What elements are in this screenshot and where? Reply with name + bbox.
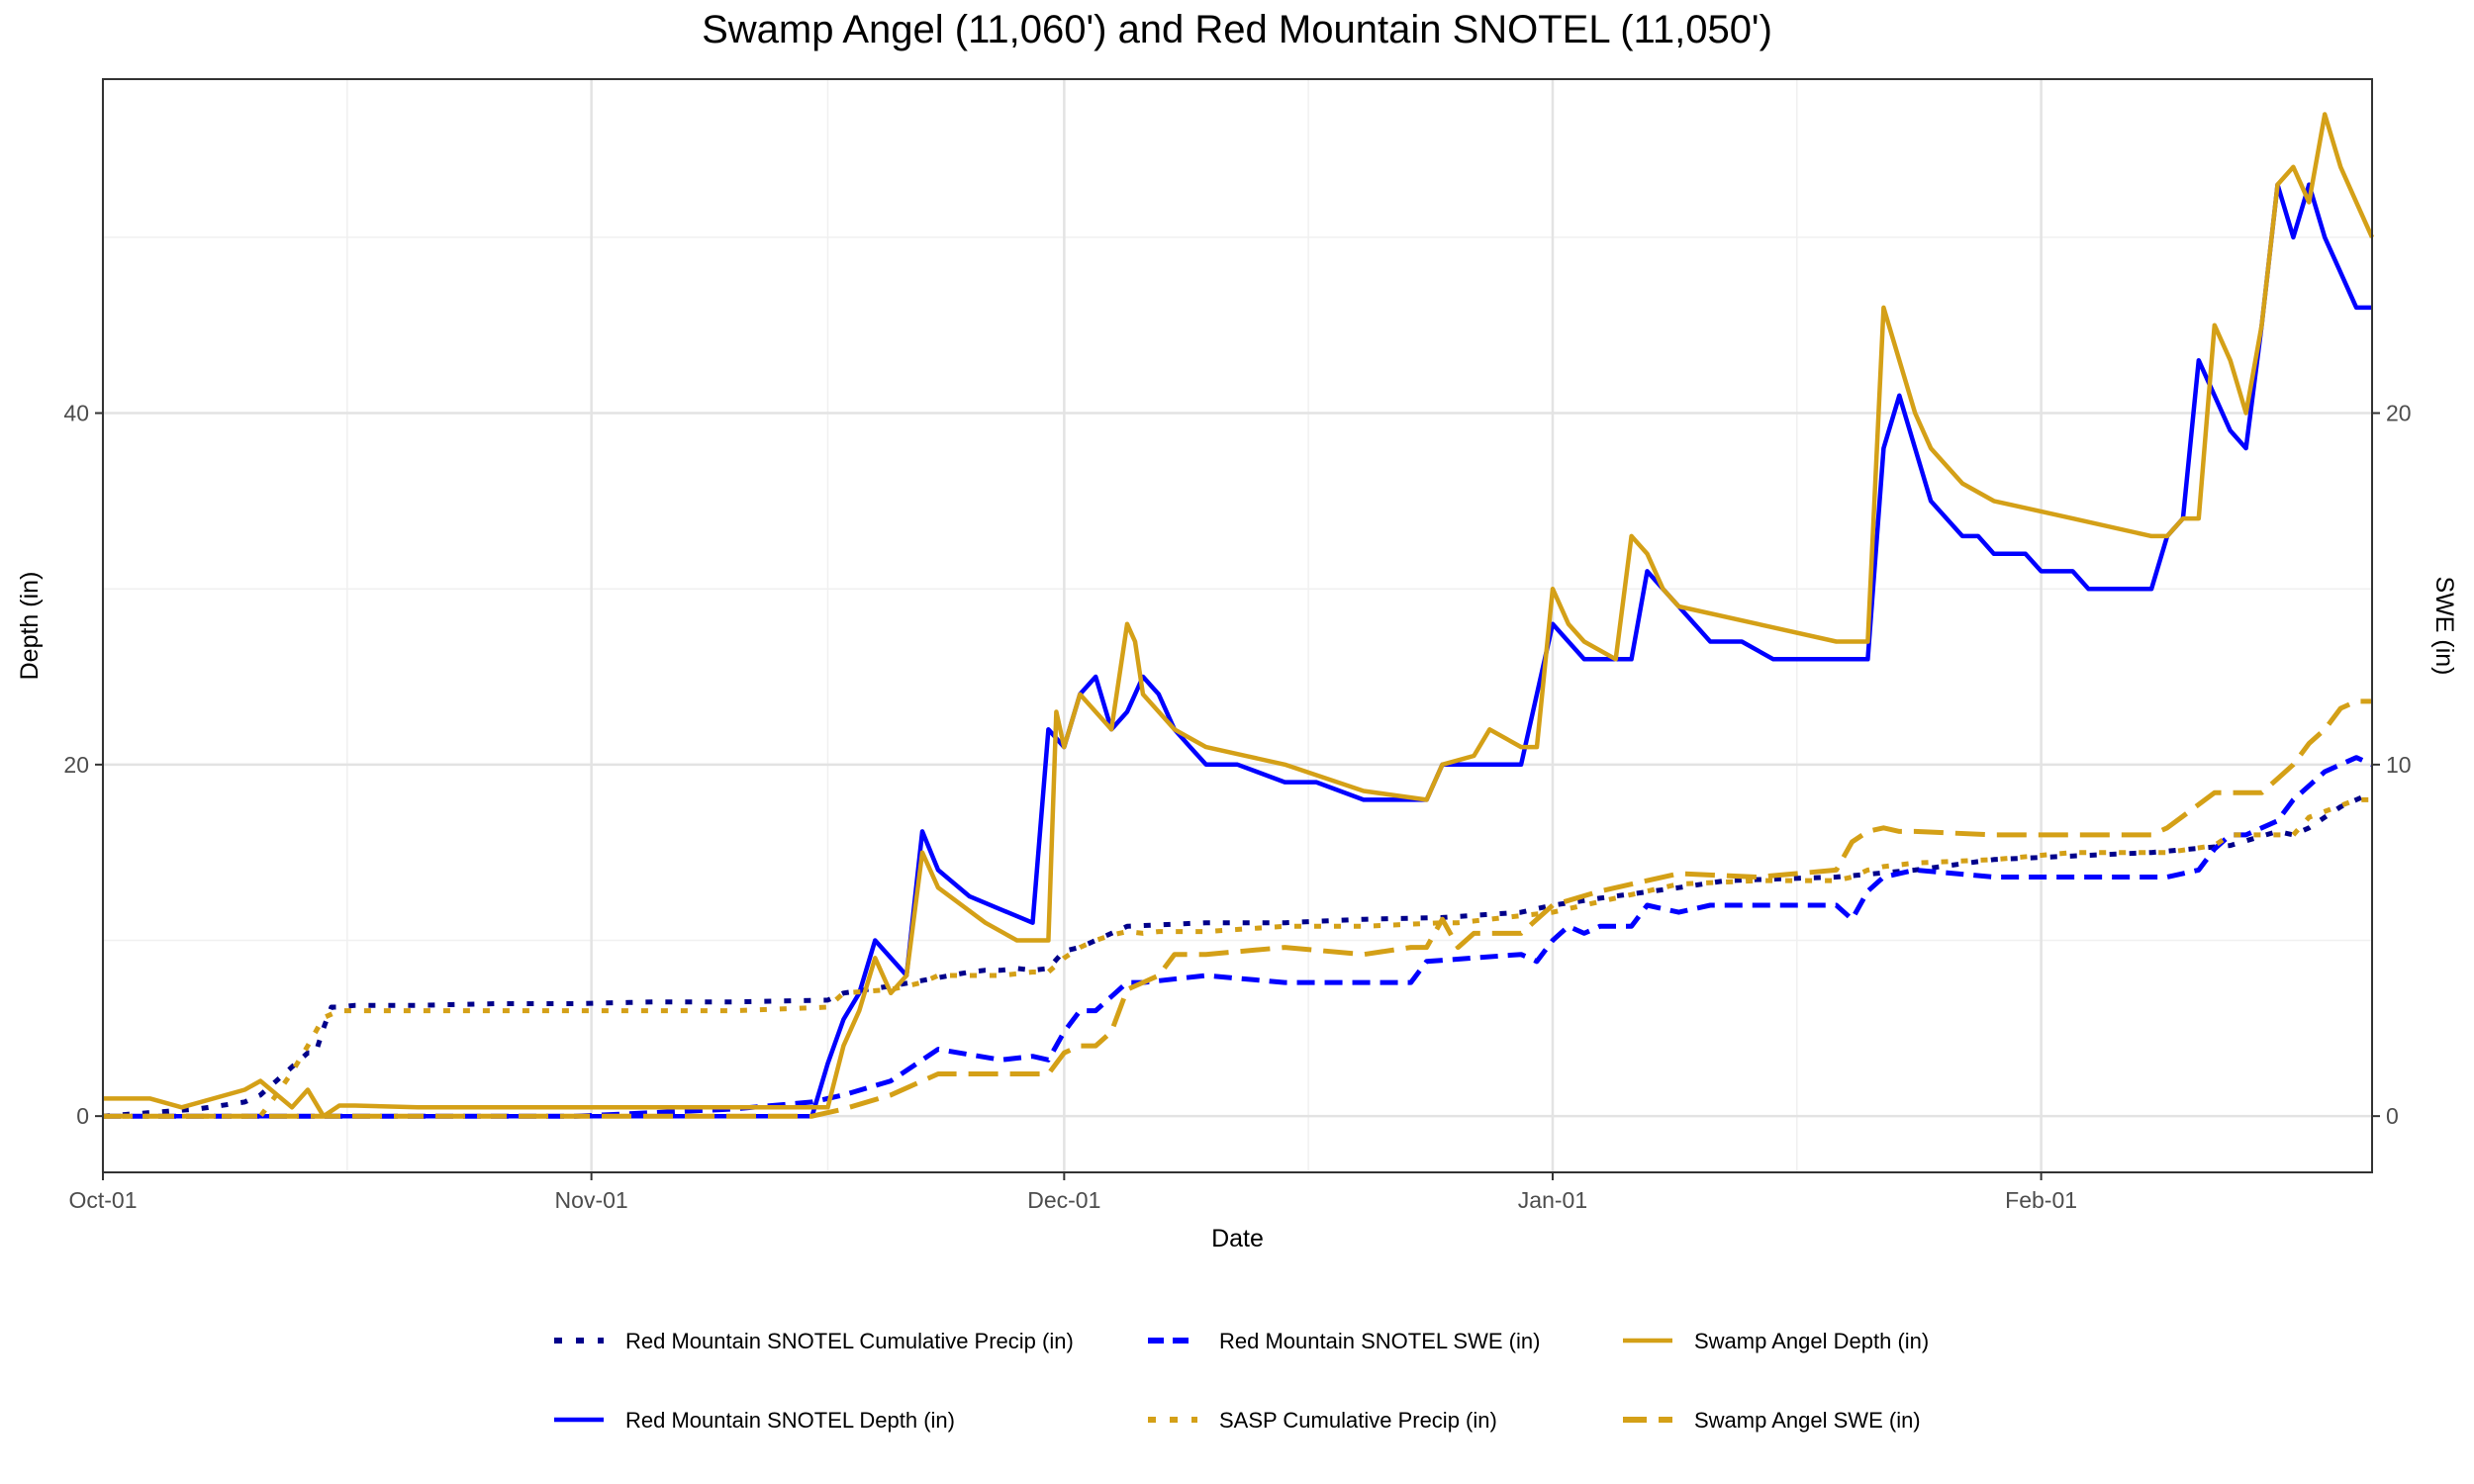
x-tick-label: Dec-01 [1027,1187,1100,1213]
series-line-3 [103,796,2372,1119]
series-line-4 [103,112,2375,1119]
legend-label-2: Red Mountain SNOTEL SWE (in) [1219,1329,1540,1353]
x-tick-label: Oct-01 [68,1187,137,1213]
y-left-tick-label: 40 [63,401,89,426]
y-left-tick-label: 0 [76,1103,89,1129]
y-left-tick-label: 20 [63,752,89,778]
y-axis-title-right: SWE (in) [2430,577,2458,676]
legend-label-1: Red Mountain SNOTEL Depth (in) [625,1408,955,1433]
legend-label-4: Swamp Angel Depth (in) [1694,1329,1929,1353]
series-line-0 [102,790,2374,1119]
series-layer [102,112,2375,1119]
chart-title: Swamp Angel (11,060') and Red Mountain S… [702,8,1772,51]
y-right-tick-label: 0 [2386,1103,2399,1129]
legend: Red Mountain SNOTEL Cumulative Precip (i… [554,1329,1929,1433]
legend-label-3: SASP Cumulative Precip (in) [1219,1408,1497,1433]
legend-label-0: Red Mountain SNOTEL Cumulative Precip (i… [625,1329,1074,1353]
plot-frame [102,78,2373,1173]
legend-label-5: Swamp Angel SWE (in) [1694,1408,1921,1433]
x-tick-label: Jan-01 [1518,1187,1587,1213]
x-tick-label: Feb-01 [2005,1187,2077,1213]
tick-layer: Oct-01 Nov-01 Dec-01 Jan-01 Feb-01 0 20 40 0 10 20 [63,401,2411,1213]
plot-background [103,79,2372,1172]
y-right-tick-label: 10 [2386,752,2412,778]
x-axis-title: Date [1211,1225,1264,1252]
y-axis-title-left: Depth (in) [16,572,44,681]
y-right-tick-label: 20 [2386,401,2412,426]
grid-layer [101,79,2372,1172]
x-tick-label: Nov-01 [555,1187,628,1213]
series-line-5 [103,698,2372,1119]
